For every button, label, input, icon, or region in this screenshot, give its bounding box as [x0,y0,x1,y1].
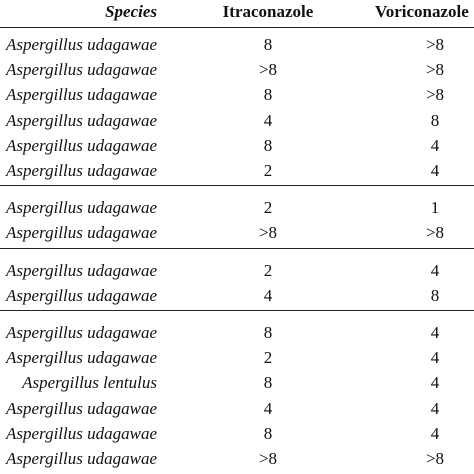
mic-value: 8 [263,135,273,155]
group-rule [0,247,474,249]
species-name: Aspergillus udagawae [6,449,157,468]
species-name: Aspergillus udagawae [6,285,157,305]
mic-value: 4 [430,348,440,368]
mic-value: 8 [263,35,273,54]
species-name: Aspergillus udagawae [6,260,157,280]
group-rule [0,310,474,311]
species-name: Aspergillus udagawae [6,135,157,155]
column-header: Species [105,2,157,21]
species-name: Aspergillus udagawae [6,60,157,80]
species-name: Aspergillus udagawae [6,323,157,342]
mic-value: 8 [430,110,440,130]
species-name: Aspergillus udagawae [6,223,157,243]
mic-value: 4 [430,260,440,280]
mic-value: 2 [263,198,273,218]
mic-value: 4 [263,110,273,130]
species-name: Aspergillus udagawae [6,398,157,418]
column-header: Voriconazole [375,2,469,21]
mic-value: 1 [430,198,440,218]
mic-value: 4 [263,285,273,305]
mic-value: 4 [430,373,440,393]
mic-value: >8 [425,223,445,243]
mic-value: 8 [263,323,273,342]
species-name: Aspergillus udagawae [6,423,157,443]
mic-value: 4 [263,398,273,418]
mic-value: 4 [430,135,440,155]
mic-value: 8 [430,285,440,305]
mic-value: >8 [258,449,278,468]
mic-value: 4 [430,423,440,443]
species-name: Aspergillus udagawae [6,110,157,130]
mic-value: 8 [263,373,273,393]
group-rule [0,185,474,187]
column-header: Itraconazole [222,2,314,21]
mic-value: 2 [263,348,273,368]
mic-value: 8 [263,423,273,443]
mic-value: >8 [425,35,445,54]
mic-value: 8 [263,85,273,105]
species-name: Aspergillus udagawae [6,161,157,180]
header-rule [0,27,474,28]
mic-value: 2 [263,260,273,280]
species-name: Aspergillus lentulus [22,373,157,393]
species-name: Aspergillus udagawae [6,348,157,368]
mic-value: >8 [258,60,278,80]
mic-value: >8 [425,85,445,105]
mic-value: 4 [430,323,440,342]
mic-value: 4 [430,161,440,180]
mic-value: >8 [425,60,445,80]
species-name: Aspergillus udagawae [6,198,157,218]
mic-value: 4 [430,398,440,418]
species-name: Aspergillus udagawae [6,85,157,105]
mic-value: 2 [263,161,273,180]
mic-value: >8 [258,223,278,243]
mic-value: >8 [425,449,445,468]
species-name: Aspergillus udagawae [6,35,157,54]
